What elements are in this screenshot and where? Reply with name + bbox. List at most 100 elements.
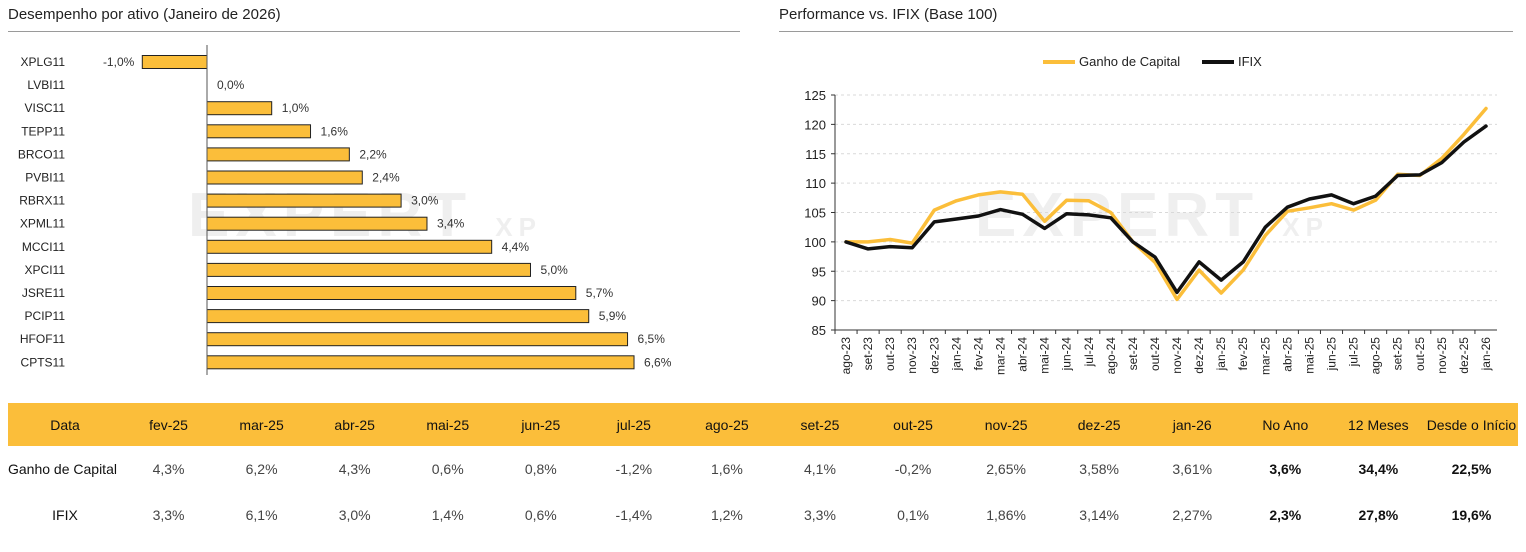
table-cell: 1,86% bbox=[986, 507, 1026, 523]
line-chart-title: Performance vs. IFIX (Base 100) bbox=[779, 6, 998, 23]
bar bbox=[206, 170, 363, 185]
x-tick-label: out-23 bbox=[883, 337, 897, 371]
x-tick-label: jul-24 bbox=[1082, 337, 1096, 368]
x-tick-label: jun-24 bbox=[1060, 337, 1074, 372]
table-cell: 3,14% bbox=[1079, 507, 1119, 523]
table-cell: 19,6% bbox=[1451, 507, 1492, 523]
bar-category-label: TEPP11 bbox=[21, 124, 65, 138]
y-tick-label: 120 bbox=[804, 117, 826, 132]
table-cell: 2,65% bbox=[986, 461, 1026, 477]
table-cell: 27,8% bbox=[1358, 507, 1399, 523]
x-tick-label: nov-24 bbox=[1170, 337, 1184, 374]
table-cell: 4,1% bbox=[804, 461, 836, 477]
x-tick-label: mar-24 bbox=[994, 337, 1008, 375]
bar-data-label: 6,6% bbox=[644, 355, 672, 369]
x-tick-label: nov-23 bbox=[905, 337, 919, 374]
x-tick-label: set-24 bbox=[1126, 337, 1140, 371]
table-header-cell: set-25 bbox=[773, 403, 867, 446]
bar bbox=[206, 286, 577, 300]
table-cell: 3,6% bbox=[1269, 461, 1302, 477]
table-cell: 1,4% bbox=[431, 507, 464, 523]
table-header-cell: No Ano bbox=[1238, 403, 1332, 446]
table-header-cell: jun-25 bbox=[494, 403, 588, 446]
y-tick-label: 125 bbox=[804, 88, 826, 103]
x-tick-label: dez-24 bbox=[1192, 337, 1206, 374]
table-cell: 3,0% bbox=[338, 507, 371, 523]
table-header-cell: Desde o Início bbox=[1424, 403, 1518, 446]
y-tick-label: 105 bbox=[804, 206, 826, 221]
x-tick-label: jul-25 bbox=[1347, 337, 1361, 368]
x-tick-label: dez-23 bbox=[927, 337, 941, 374]
bar-chart-title: Desempenho por ativo (Janeiro de 2026) bbox=[8, 6, 281, 23]
bar-category-label: VISC11 bbox=[25, 101, 66, 115]
x-tick-label: fev-24 bbox=[971, 337, 985, 371]
bar bbox=[206, 101, 273, 116]
table-header-cell: Data bbox=[8, 403, 122, 446]
table-cell: 3,61% bbox=[1172, 461, 1213, 477]
bar-data-label: 3,0% bbox=[411, 194, 439, 208]
performance-table: Data fev-25 mar-25 abr-25 mai-25 jun-25 jul-25… bbox=[8, 403, 1518, 538]
table-header-cell: 12 Meses bbox=[1331, 403, 1425, 446]
bar-data-label: 1,6% bbox=[321, 124, 349, 138]
bar bbox=[206, 262, 531, 277]
x-tick-label: mar-25 bbox=[1258, 337, 1272, 375]
table-cell: 3,3% bbox=[804, 507, 836, 523]
bar-data-label: 5,9% bbox=[599, 309, 627, 323]
bar-data-label: 0,0% bbox=[217, 78, 245, 92]
table-cell: 4,3% bbox=[338, 461, 371, 477]
bar bbox=[206, 355, 635, 370]
bar bbox=[141, 55, 208, 69]
table-cell: 4,3% bbox=[152, 461, 185, 477]
table-header-cell: dez-25 bbox=[1052, 403, 1146, 446]
x-tick-label: set-25 bbox=[1391, 337, 1405, 371]
bar-category-label: PVBI11 bbox=[25, 171, 65, 185]
title-divider-left bbox=[8, 31, 740, 32]
table-cell: 2,27% bbox=[1172, 507, 1213, 523]
table-cell: -1,2% bbox=[615, 461, 653, 477]
table-header-cell: abr-25 bbox=[308, 403, 402, 446]
x-tick-label: ago-23 bbox=[839, 337, 853, 375]
row-label: Ganho de Capital bbox=[8, 461, 117, 477]
bar-category-label: XPML11 bbox=[20, 217, 65, 231]
bar-data-label: 3,4% bbox=[437, 217, 465, 231]
table-body: Ganho de Capital 4,3% 6,2% 4,3% 0,6% 0,8% -1,2… bbox=[8, 446, 1518, 538]
bar-category-label: HFOF11 bbox=[20, 332, 65, 346]
x-tick-label: dez-25 bbox=[1457, 337, 1471, 374]
table-cell: 0,6% bbox=[524, 507, 557, 523]
table-cell: 6,2% bbox=[245, 461, 278, 477]
y-tick-label: 90 bbox=[812, 294, 826, 309]
y-tick-label: 115 bbox=[805, 147, 826, 162]
bar-data-label: -1,0% bbox=[103, 55, 135, 69]
x-tick-label: jun-25 bbox=[1325, 337, 1339, 372]
table-header-cell: ago-25 bbox=[680, 403, 774, 446]
x-tick-label: abr-25 bbox=[1280, 337, 1294, 372]
legend-label: IFIX bbox=[1238, 54, 1262, 69]
bar-category-label: JSRE11 bbox=[22, 286, 65, 300]
bar-category-label: BRCO11 bbox=[18, 147, 65, 161]
bar-chart: XPLG11 -1,0% LVBI11 0,0% VISC11 1,0% TEPP11 1,6… bbox=[18, 45, 672, 375]
x-tick-label: set-23 bbox=[861, 337, 875, 371]
bar bbox=[206, 193, 402, 208]
bar-data-label: 2,2% bbox=[359, 147, 387, 161]
table-cell: 0,1% bbox=[897, 507, 929, 523]
table-row: Ganho de Capital 4,3% 6,2% 4,3% 0,6% 0,8% -1,2… bbox=[8, 446, 1518, 492]
line-chart: 85 90 95 100 105 110 115 120 125 ago-23 set-23 out-… bbox=[804, 54, 1497, 375]
table-cell: 1,6% bbox=[710, 461, 743, 477]
bar-category-label: MCCI11 bbox=[22, 240, 65, 254]
y-tick-label: 85 bbox=[812, 323, 826, 338]
bar-data-label: 4,4% bbox=[502, 240, 530, 254]
bar-category-label: XPCI11 bbox=[25, 263, 66, 277]
table-cell: 0,8% bbox=[524, 461, 557, 477]
table-cell: -1,4% bbox=[615, 507, 653, 523]
table-cell: 6,1% bbox=[245, 507, 278, 523]
y-tick-label: 110 bbox=[805, 176, 826, 191]
table-cell: 0,6% bbox=[431, 461, 464, 477]
bar bbox=[206, 147, 350, 162]
table-header-cell: jan-26 bbox=[1145, 403, 1239, 446]
x-tick-label: jan-26 bbox=[1479, 337, 1493, 372]
x-tick-label: ago-24 bbox=[1104, 337, 1118, 375]
bar-data-label: 5,0% bbox=[541, 263, 569, 277]
bar-category-label: PCIP11 bbox=[25, 309, 66, 323]
x-tick-label: abr-24 bbox=[1016, 337, 1030, 372]
y-tick-label: 100 bbox=[804, 235, 826, 250]
